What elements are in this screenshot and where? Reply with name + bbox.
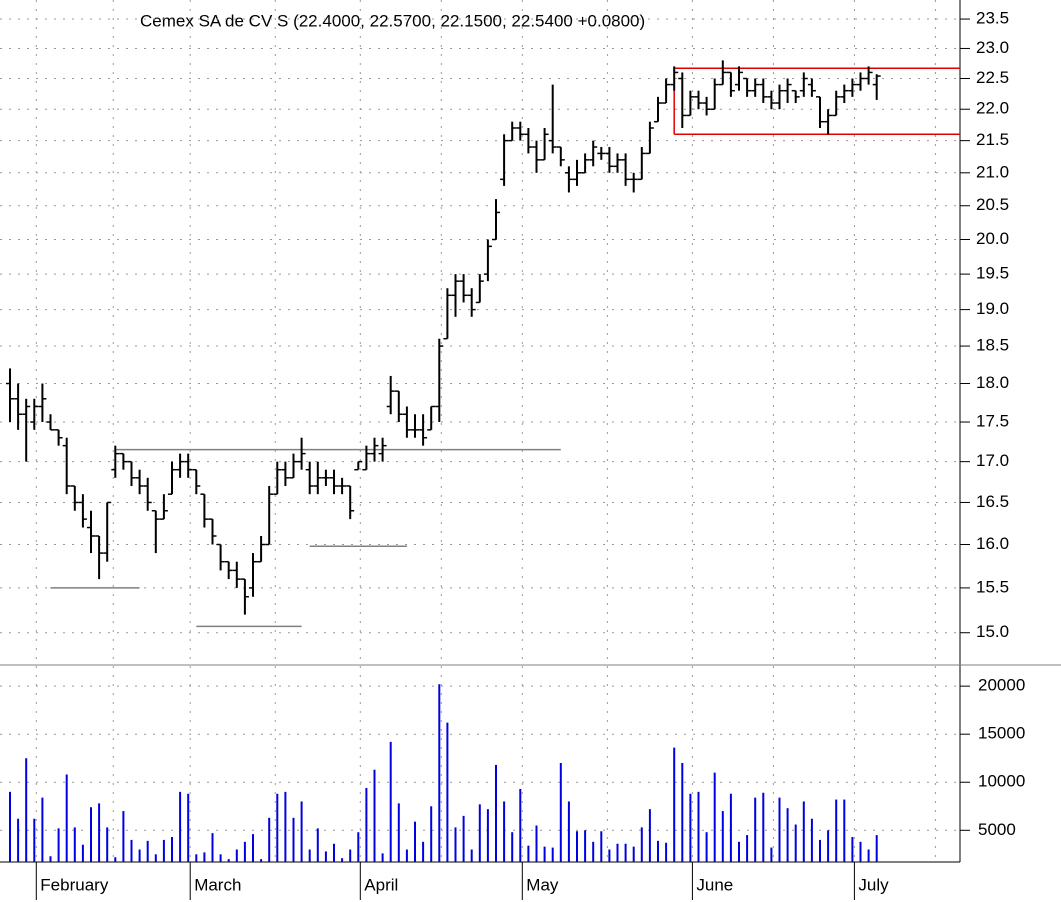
y-tick-label: 23.0 [976,38,1009,57]
y-tick-label: 20.5 [976,195,1009,214]
y-tick-label: 10000 [978,772,1025,791]
x-tick-label: July [858,875,889,894]
x-tick-label: April [364,875,398,894]
y-tick-label: 5000 [978,820,1016,839]
y-tick-label: 20.0 [976,229,1009,248]
y-tick-label: 15000 [978,724,1025,743]
y-tick-label: 16.0 [976,534,1009,553]
y-tick-label: 19.5 [976,264,1009,283]
y-tick-label: 17.5 [976,412,1009,431]
y-tick-label: 18.5 [976,336,1009,355]
y-tick-label: 17.0 [976,451,1009,470]
chart-title: Cemex SA de CV S (22.4000, 22.5700, 22.1… [140,11,645,30]
y-tick-label: 15.0 [976,622,1009,641]
y-tick-label: 20000 [978,676,1025,695]
x-tick-label: May [526,875,559,894]
y-tick-label: 21.5 [976,130,1009,149]
y-tick-label: 23.5 [976,9,1009,28]
x-tick-label: June [696,875,733,894]
y-tick-label: 15.5 [976,577,1009,596]
y-tick-label: 19.0 [976,299,1009,318]
y-tick-label: 18.0 [976,373,1009,392]
y-tick-label: 16.5 [976,492,1009,511]
x-tick-label: March [194,875,241,894]
y-tick-label: 21.0 [976,162,1009,181]
y-tick-label: 22.0 [976,99,1009,118]
x-tick-label: February [40,875,109,894]
y-tick-label: 22.5 [976,68,1009,87]
